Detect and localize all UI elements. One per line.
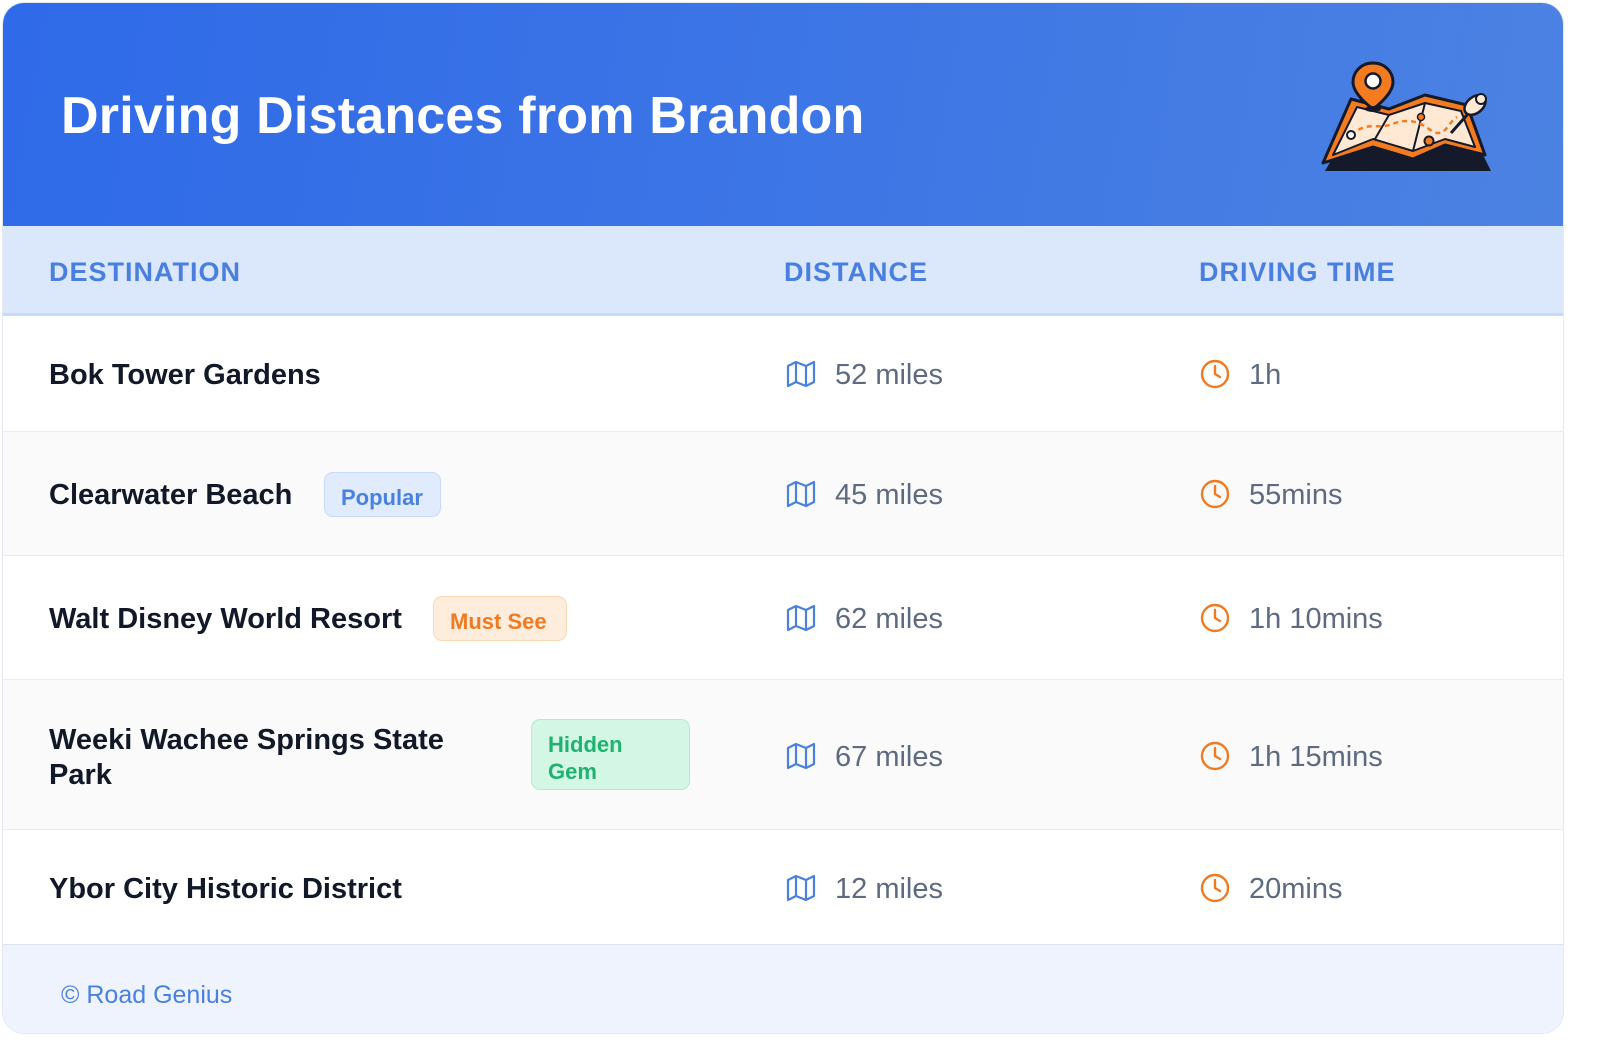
clock-icon (1200, 873, 1230, 903)
destination-name: Walt Disney World Resort (49, 603, 402, 635)
column-header-destination: DESTINATION (49, 257, 241, 287)
header-banner: Driving Distances from Brandon (3, 3, 1563, 226)
folded-map-icon (1321, 61, 1491, 171)
badge-must-see: Must See (433, 596, 567, 641)
distance-table-card: Driving Distances from Brandon D (2, 2, 1564, 1034)
table-row: Walt Disney World Resort Must See 62 mil… (3, 556, 1563, 680)
map-icon (786, 480, 816, 508)
destination-name: Clearwater Beach (49, 479, 293, 511)
driving-time-value: 1h 10mins (1249, 603, 1383, 635)
distance-value: 12 miles (835, 873, 943, 905)
driving-time-value: 55mins (1249, 479, 1343, 511)
page-title: Driving Distances from Brandon (61, 87, 865, 145)
footer-credit-link[interactable]: © Road Genius (61, 981, 233, 1009)
map-icon (786, 360, 816, 388)
distance-value: 62 miles (835, 603, 943, 635)
distance-value: 45 miles (835, 479, 943, 511)
table-header-row: DESTINATION DISTANCE DRIVING TIME (3, 226, 1563, 316)
clock-icon (1200, 479, 1230, 509)
map-icon (786, 604, 816, 632)
column-header-driving-time: DRIVING TIME (1199, 257, 1396, 287)
driving-time-value: 1h (1249, 359, 1282, 391)
column-header-distance: DISTANCE (784, 257, 929, 287)
destination-name: Ybor City Historic District (49, 873, 402, 905)
table-row: Bok Tower Gardens 52 miles 1h (3, 316, 1563, 432)
driving-time-value: 20mins (1249, 873, 1343, 905)
footer: © Road Genius (3, 944, 1563, 1033)
clock-icon (1200, 603, 1230, 633)
map-icon (786, 874, 816, 902)
clock-icon (1200, 741, 1230, 771)
destination-name: Weeki Wachee Springs State Park (49, 724, 444, 791)
distance-value: 67 miles (835, 741, 943, 773)
destination-name: Bok Tower Gardens (49, 359, 321, 391)
table-row: Ybor City Historic District 12 miles 20m… (3, 830, 1563, 944)
driving-time-value: 1h 15mins (1249, 741, 1383, 773)
badge-popular: Popular (324, 472, 441, 517)
distance-value: 52 miles (835, 359, 943, 391)
clock-icon (1200, 359, 1230, 389)
badge-hidden-gem: Hidden Gem (531, 719, 690, 790)
table-row: Clearwater Beach Popular 45 miles 55mins (3, 432, 1563, 556)
map-icon (786, 742, 816, 770)
table-row: Weeki Wachee Springs State Park Hidden G… (3, 680, 1563, 830)
